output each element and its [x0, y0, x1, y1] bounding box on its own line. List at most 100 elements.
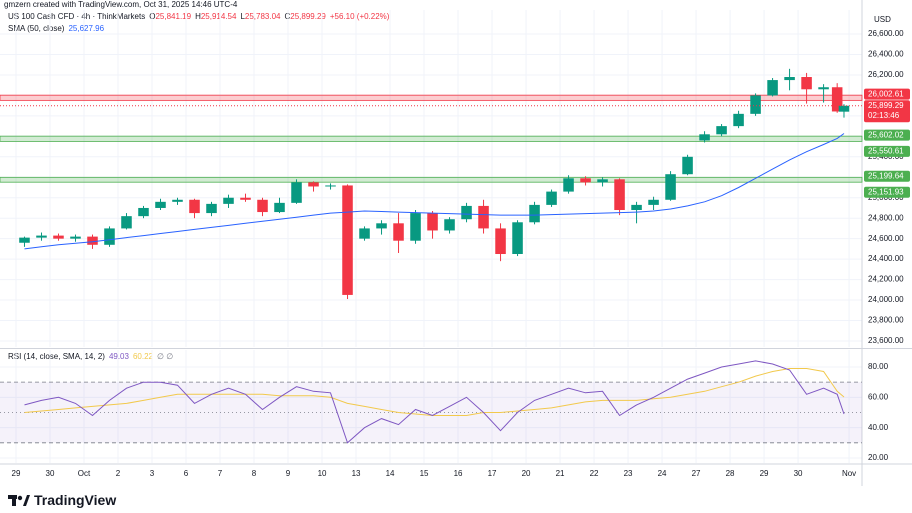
legend-value: ∅ ∅: [157, 352, 174, 361]
chart: USD 29 30 Oct 2 3 6 7 8 9 10 13 14 15 16 17 20 21 22 23 24 2…: [0, 0, 912, 486]
candle-body: [189, 199, 200, 214]
line: [24, 360, 845, 444]
ohlc: L25,783.04: [240, 12, 280, 21]
ohlc-key: L: [240, 12, 245, 21]
y-tick-label: 23,800.00: [868, 316, 904, 325]
x-tick-label: 17: [488, 469, 497, 478]
x-tick-label: 7: [218, 469, 223, 478]
x-tick-label: 3: [150, 469, 155, 478]
watermark: gmzern created with TradingView.com, Oct…: [4, 0, 238, 9]
x-tick-label: Nov: [842, 469, 856, 478]
candle-body: [87, 236, 98, 245]
x-tick-label: 21: [556, 469, 565, 478]
candle-body: [308, 182, 319, 187]
x-tick-label: 8: [252, 469, 257, 478]
ohlc-value: 25,914.54: [200, 12, 237, 21]
y-tick-label: 80.00: [868, 362, 889, 371]
zone-tag-label: 25,199.64: [868, 171, 904, 180]
zone-tag: [864, 145, 910, 157]
candle-body: [376, 223, 387, 229]
x-tick-label: 10: [318, 469, 327, 478]
x-tick-label: 6: [184, 469, 189, 478]
x-tick-label: Oct: [78, 469, 91, 478]
candle-body: [631, 204, 642, 211]
candle-body: [155, 201, 166, 208]
x-tick-label: 16: [454, 469, 463, 478]
candle-body: [699, 134, 710, 141]
candle-body: [19, 237, 30, 243]
brand-icon: [8, 495, 30, 506]
y-tick-label: 60.00: [868, 392, 889, 401]
legend-name: SMA (50, close): [8, 24, 65, 33]
candle-body: [784, 77, 795, 81]
ohlc-value: 25,899.29: [290, 12, 326, 21]
candle-body: [172, 199, 183, 202]
candle-body: [257, 199, 268, 213]
line: [24, 368, 845, 416]
ohlc: C25,899.29: [284, 12, 325, 21]
zone-tag-label: 25,550.61: [868, 147, 904, 156]
candle-body: [665, 174, 676, 200]
candle-body: [580, 178, 591, 183]
candle-body: [838, 105, 850, 112]
y-tick-label: 23,600.00: [868, 336, 904, 345]
candle-body: [325, 185, 336, 187]
candle-body: [546, 191, 557, 205]
candle-body: [342, 185, 353, 295]
legend-value: 60.22: [132, 352, 153, 361]
y-tick-label: 24,400.00: [868, 254, 904, 263]
candle-body: [682, 156, 693, 175]
candle-body: [36, 235, 47, 238]
candle-body: [274, 202, 285, 213]
countdown: 02:13:46: [868, 111, 900, 120]
candle-body: [495, 228, 506, 255]
x-tick-label: 27: [692, 469, 701, 478]
zone-tag: [864, 88, 910, 100]
candle-body: [831, 87, 843, 112]
zone-tag: [864, 129, 910, 141]
ohlc-value: 25,841.19: [155, 12, 192, 21]
candle-body: [393, 223, 404, 241]
zone-tag: [864, 186, 910, 198]
candle-body: [121, 216, 132, 229]
candle-body: [444, 219, 455, 231]
ohlc-value: 25,783.04: [244, 12, 281, 21]
candle-body: [461, 205, 472, 220]
candle-body: [648, 199, 659, 205]
candle-body: [138, 207, 149, 217]
price-tag-label: 25,899.29: [868, 101, 904, 110]
x-tick-label: 14: [386, 469, 395, 478]
y-tick-label: 24,200.00: [868, 275, 904, 284]
candle-body: [70, 236, 81, 239]
x-tick-label: 22: [590, 469, 599, 478]
candle-body: [240, 197, 251, 200]
candle-body: [767, 80, 778, 96]
rsi-band: [0, 382, 862, 443]
candle-body: [597, 179, 608, 183]
x-tick-label: 28: [726, 469, 735, 478]
brand: TradingView: [8, 492, 116, 508]
zone-tag-label: 25,602.02: [868, 130, 904, 139]
ohlc-key: C: [284, 12, 291, 21]
candle-body: [359, 228, 370, 239]
candle-body: [733, 113, 744, 127]
candle-body: [478, 205, 489, 229]
x-tick-label: 20: [522, 469, 531, 478]
y-tick-label: 40.00: [868, 423, 889, 432]
candle-body: [291, 182, 302, 203]
candle-body: [53, 235, 64, 239]
candle-body: [529, 204, 540, 223]
y-tick-label: 24,600.00: [868, 234, 904, 243]
x-tick-label: 2: [116, 469, 121, 478]
candle-body: [427, 213, 438, 231]
ohlc: H25,914.54: [195, 12, 236, 21]
x-tick-label: 24: [658, 469, 667, 478]
sma-legend: SMA (50, close) 25,627.96: [8, 24, 104, 33]
ohlc-key: H: [195, 12, 201, 21]
candle-body: [614, 179, 625, 211]
candle-body: [410, 213, 421, 241]
x-tick-label: 29: [12, 469, 21, 478]
brand-name: TradingView: [34, 492, 117, 508]
currency: USD: [874, 15, 891, 24]
